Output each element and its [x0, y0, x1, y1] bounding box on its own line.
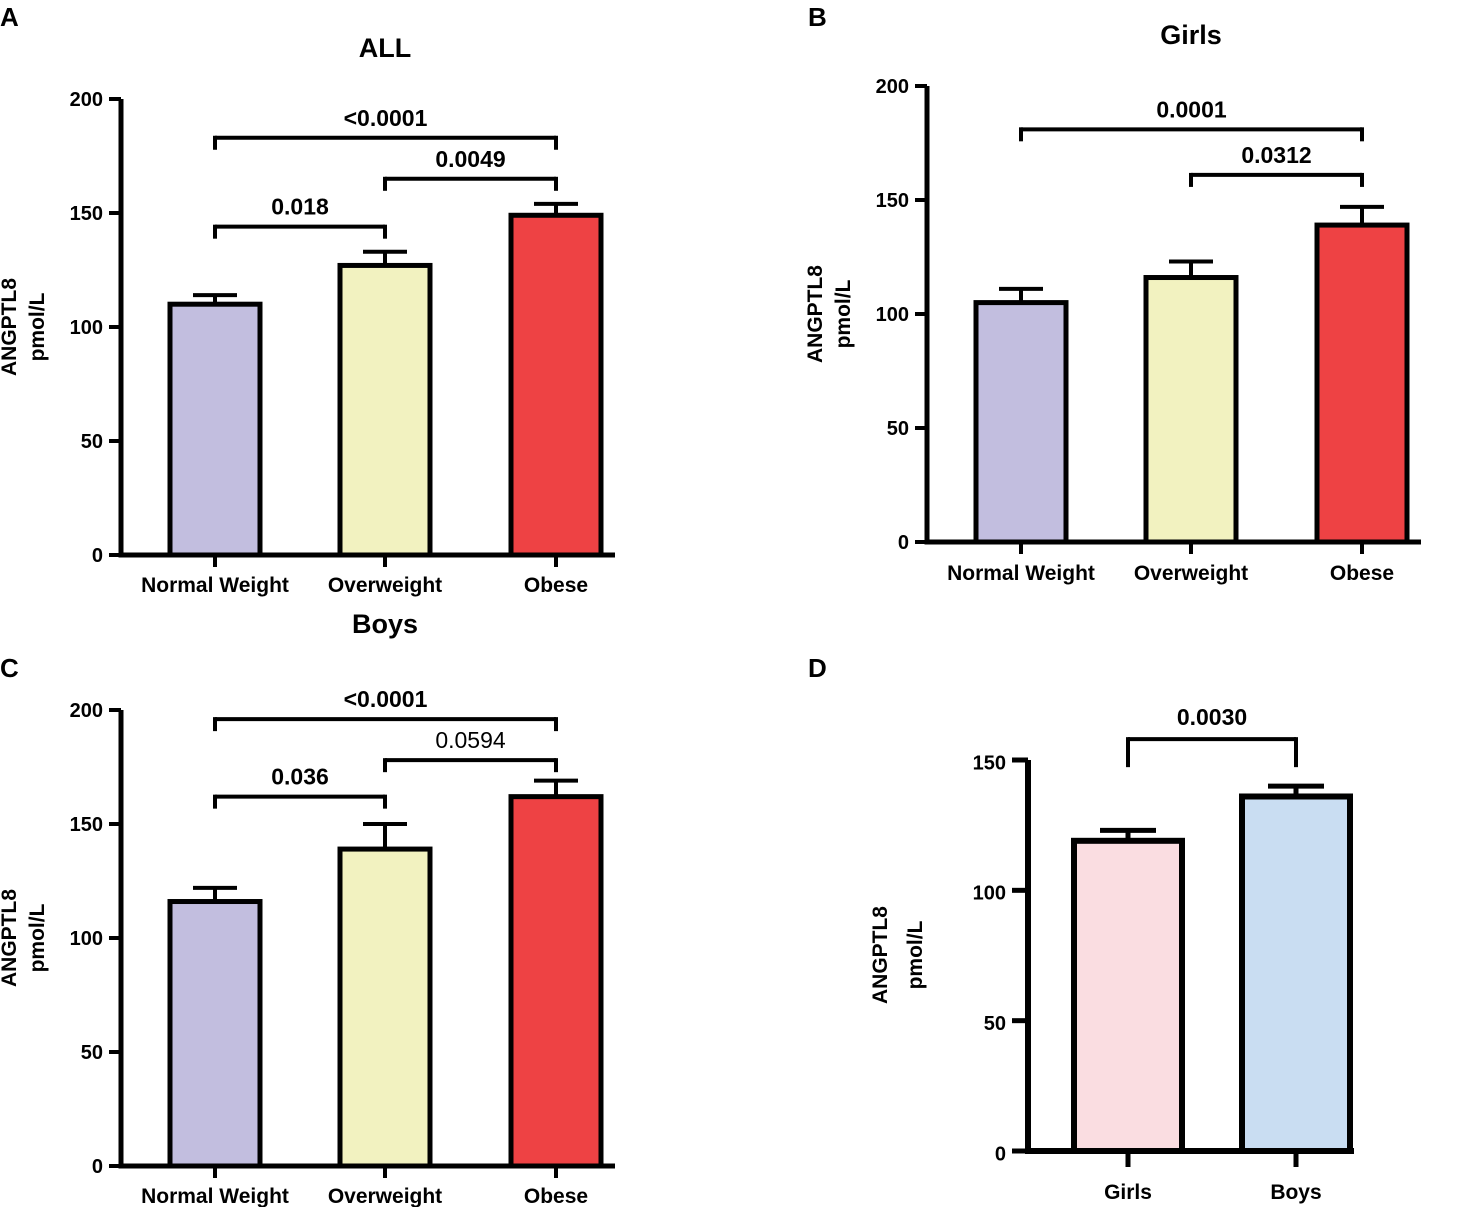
y-tick-label: 100 [876, 304, 909, 326]
y-tick-label: 200 [70, 89, 103, 111]
category-label: Obese [524, 1185, 588, 1207]
chart-title: Boys [352, 609, 418, 639]
y-axis-unit: pmol/L [904, 920, 927, 989]
p-value-label: 0.0312 [1241, 142, 1311, 168]
bar [1314, 222, 1410, 545]
y-tick-label: 100 [70, 928, 103, 950]
y-tick-label: 50 [984, 1013, 1006, 1035]
y-tick-label: 150 [876, 190, 909, 212]
p-value-label: 0.036 [271, 764, 329, 790]
y-axis-title: ANGPTL8 [869, 906, 892, 1004]
bar [1239, 793, 1353, 1154]
category-label: Boys [1270, 1181, 1321, 1204]
category-label: Obese [524, 574, 588, 597]
panel-letter: D [808, 653, 827, 683]
category-label: Normal Weight [141, 574, 289, 597]
bar [973, 300, 1069, 545]
y-axis-unit: pmol/L [26, 292, 49, 361]
category-label: Normal Weight [141, 1185, 289, 1207]
p-value-label: 0.0049 [435, 146, 505, 172]
bar [1143, 275, 1239, 545]
bar [167, 899, 263, 1169]
y-tick-label: 100 [70, 317, 103, 339]
y-axis-unit: pmol/L [26, 903, 49, 972]
y-tick-label: 150 [973, 752, 1006, 774]
category-label: Overweight [328, 574, 442, 597]
bar [167, 301, 263, 558]
y-tick-label: 150 [70, 203, 103, 225]
y-tick-label: 200 [876, 76, 909, 98]
panel-a: A ALL ANGPTL8 pmol/L Normal Weight Overweight… [0, 2, 615, 597]
y-axis-title: ANGPTL8 [0, 278, 21, 376]
p-value-label: 0.0594 [435, 727, 506, 753]
y-tick-label: 0 [92, 1156, 103, 1178]
p-value-label: 0.0001 [1156, 96, 1227, 122]
panel-d: D ANGPTL8 pmol/L Girls Boys 0 50 100 150 0.0030 [808, 653, 1354, 1204]
p-value-label: <0.0001 [344, 686, 428, 712]
p-value-label: <0.0001 [344, 105, 428, 131]
panel-letter: B [808, 2, 827, 32]
bar [508, 794, 604, 1169]
y-tick-label: 150 [70, 814, 103, 836]
bar [508, 212, 604, 558]
y-tick-label: 50 [887, 418, 909, 440]
y-tick-label: 0 [995, 1143, 1006, 1165]
y-axis-unit: pmol/L [832, 279, 855, 348]
category-label: Obese [1330, 562, 1394, 585]
y-tick-label: 50 [81, 1042, 103, 1064]
p-value-label: 0.018 [271, 194, 329, 220]
bar [1071, 837, 1185, 1154]
bar [337, 262, 433, 558]
bar [337, 846, 433, 1169]
panel-letter: A [0, 2, 19, 32]
panel-c: C Boys ANGPTL8 pmol/L Normal Weight Overweigh… [0, 609, 615, 1207]
y-tick-label: 0 [898, 532, 909, 554]
category-label: Overweight [328, 1185, 442, 1207]
category-label: Overweight [1134, 562, 1248, 585]
p-value-label: 0.0030 [1177, 704, 1247, 730]
chart-title: Girls [1160, 20, 1222, 50]
y-axis-title: ANGPTL8 [0, 889, 21, 987]
y-axis-title: ANGPTL8 [804, 265, 827, 363]
panel-b: B Girls ANGPTL8 pmol/L Normal Weight Overweig… [804, 2, 1421, 585]
y-tick-label: 200 [70, 700, 103, 722]
y-tick-label: 50 [81, 431, 103, 453]
y-tick-label: 0 [92, 545, 103, 567]
chart-title: ALL [359, 33, 411, 63]
category-label: Girls [1104, 1181, 1152, 1204]
y-tick-label: 100 [973, 883, 1006, 905]
category-label: Normal Weight [947, 562, 1095, 585]
panel-letter: C [0, 653, 19, 683]
